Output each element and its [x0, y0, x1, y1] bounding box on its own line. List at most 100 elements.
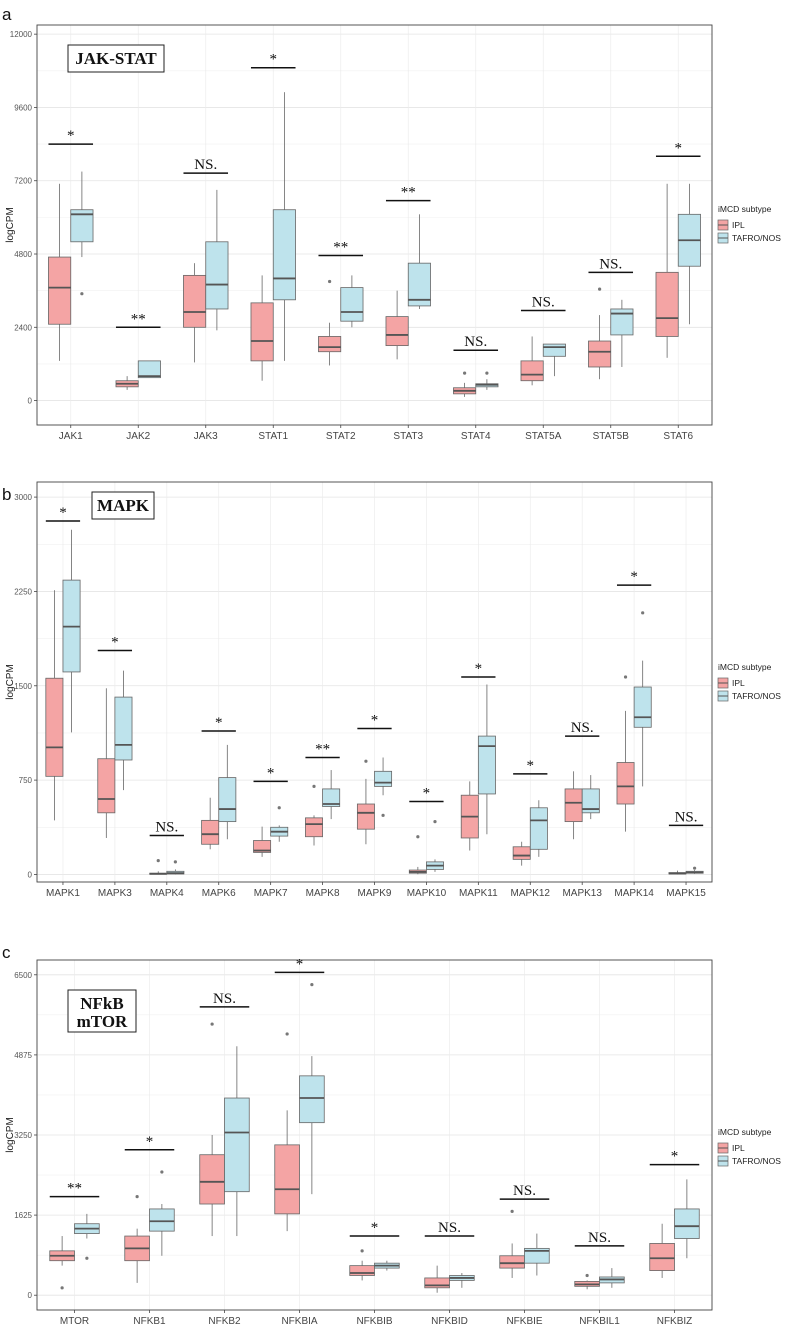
outlier-point [693, 866, 697, 870]
box-tafro-nfkbia [299, 983, 325, 1195]
significance-label: * [267, 765, 275, 781]
significance-label: * [67, 128, 75, 144]
x-tick-label: MAPK6 [202, 888, 236, 899]
x-tick-label: NFKBIE [506, 1316, 542, 1326]
plot-border [36, 24, 713, 426]
box-tafro-nfkbie [524, 1233, 550, 1276]
chart-title: JAK-STAT [75, 49, 157, 68]
outlier-point [623, 675, 628, 679]
box-tafro-mapk11 [477, 684, 496, 835]
legend-title: iMCD subtype [718, 204, 772, 214]
x-tick-label: JAK2 [126, 431, 150, 442]
box-tafro-stat6 [677, 183, 701, 325]
chart-title: MAPK [97, 496, 150, 515]
box-iqr [674, 1208, 700, 1239]
x-tick-label: NFKBIA [281, 1316, 317, 1326]
legend-label: TAFRO/NOS [732, 1156, 781, 1166]
box-iqr [272, 209, 296, 301]
box-iqr [137, 360, 161, 379]
outlier-point [433, 820, 437, 824]
box-tafro-mapk7 [270, 806, 289, 842]
outlier-point [585, 1273, 589, 1278]
y-tick-label: 12000 [10, 30, 33, 39]
significance-label: * [371, 1220, 379, 1236]
box-iqr [253, 840, 272, 853]
significance-label: NS. [599, 256, 622, 272]
box-ipl-mapk10 [408, 835, 427, 875]
box-iqr [318, 336, 342, 353]
box-iqr [564, 788, 583, 823]
outlier-point [80, 292, 84, 296]
box-iqr [385, 316, 409, 347]
significance-label: NS. [571, 720, 594, 736]
significance-label: NS. [155, 819, 178, 835]
chart-title: mTOR [77, 1012, 128, 1031]
box-iqr [250, 302, 274, 362]
box-ipl-mapk7 [253, 826, 272, 857]
y-tick-label: 1500 [14, 682, 32, 691]
x-tick-label: MAPK4 [150, 888, 184, 899]
box-iqr [356, 803, 375, 830]
outlier-point [416, 835, 420, 839]
box-iqr [114, 696, 133, 761]
box-tafro-jak2 [137, 360, 161, 379]
significance-label: ** [315, 741, 330, 757]
box-ipl-stat5b [588, 287, 612, 380]
box-tafro-nfkb2 [224, 1046, 250, 1237]
box-tafro-stat3 [407, 214, 431, 309]
outlier-point [310, 983, 314, 987]
outlier-point [598, 287, 602, 291]
box-tafro-mapk13 [581, 775, 600, 820]
box-tafro-nfkbib [374, 1260, 400, 1271]
panel-label: a [2, 5, 12, 24]
box-iqr [655, 271, 679, 337]
significance-label: ** [131, 311, 146, 327]
x-tick-label: STAT5B [593, 431, 630, 442]
x-tick-label: MAPK7 [254, 888, 288, 899]
y-tick-label: 1625 [14, 1211, 32, 1220]
box-tafro-mapk4 [166, 860, 185, 875]
plot-border [36, 959, 713, 1311]
x-tick-label: NFKBIL1 [579, 1316, 620, 1326]
x-tick-label: NFKB1 [133, 1316, 166, 1326]
outlier-point [510, 1209, 514, 1214]
outlier-point [312, 784, 316, 789]
box-ipl-nfkbil1 [574, 1273, 600, 1290]
y-tick-label: 4875 [14, 1051, 32, 1060]
box-ipl-stat6 [655, 183, 679, 358]
panel-a: a0240048007200960012000logCPMJAK1*JAK2**… [2, 5, 781, 442]
y-tick-label: 2250 [14, 587, 32, 596]
y-tick-label: 3000 [14, 493, 32, 502]
x-tick-label: MAPK11 [459, 888, 498, 899]
chart-title: NFkB [80, 994, 123, 1013]
legend: iMCD subtype IPL TAFRO/NOS [717, 1127, 781, 1167]
y-tick-label: 3250 [14, 1131, 32, 1140]
box-tafro-mapk12 [529, 800, 548, 857]
x-tick-label: MAPK9 [358, 888, 392, 899]
significance-label: * [675, 140, 683, 156]
box-iqr [183, 274, 207, 328]
box-ipl-jak1 [48, 183, 72, 361]
panel-label: c [2, 943, 11, 962]
box-ipl-mapk1 [45, 590, 64, 821]
box-ipl-mapk6 [201, 797, 220, 850]
outlier-point [364, 759, 368, 763]
box-ipl-stat3 [385, 290, 409, 360]
box-ipl-stat5a [520, 336, 544, 386]
x-tick-label: MAPK1 [46, 888, 80, 899]
box-iqr [581, 788, 600, 814]
significance-label: NS. [213, 991, 236, 1007]
x-tick-label: MAPK3 [98, 888, 132, 899]
box-iqr [633, 686, 652, 728]
box-ipl-nfkb2 [199, 1022, 225, 1237]
box-iqr [299, 1075, 325, 1124]
significance-label: ** [333, 240, 348, 256]
box-ipl-mapk4 [149, 859, 168, 875]
outlier-point [463, 371, 467, 375]
x-tick-label: STAT3 [393, 431, 423, 442]
box-ipl-nfkbib [349, 1249, 375, 1281]
box-tafro-stat5a [542, 343, 566, 377]
box-iqr [499, 1255, 525, 1269]
box-iqr [199, 1154, 225, 1205]
title-box [67, 989, 137, 1033]
